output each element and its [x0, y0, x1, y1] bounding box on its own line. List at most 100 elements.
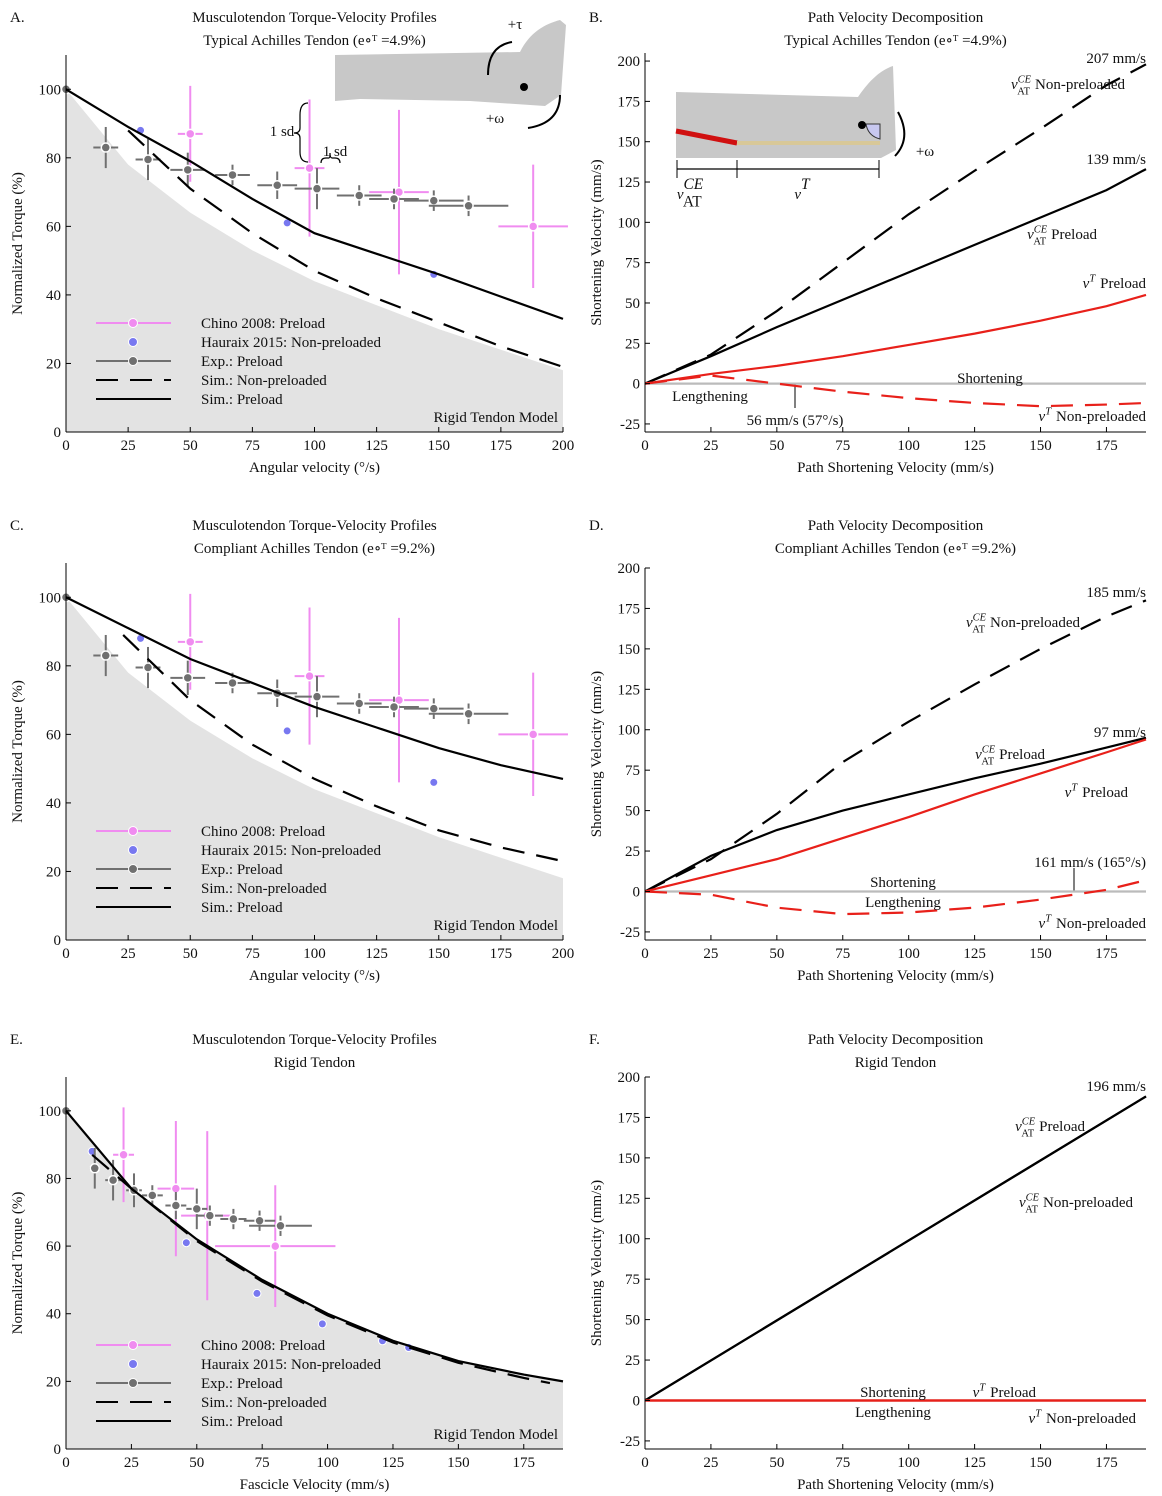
y-tick-label: 200 — [618, 1070, 641, 1086]
x-tick-label: 150 — [428, 438, 451, 454]
y-tick-label: 20 — [46, 356, 61, 372]
y-tick-label: 80 — [46, 1171, 61, 1187]
x-tick-label: 25 — [121, 438, 136, 454]
series-label: vT Non-preloaded — [1039, 406, 1147, 425]
symbol-base: v — [966, 615, 973, 631]
point — [282, 726, 292, 736]
x-tick-label: 125 — [382, 1455, 405, 1471]
y-tick-label: 75 — [625, 763, 640, 779]
chart-title: Path Velocity Decomposition — [808, 1032, 984, 1048]
y-tick-label: 50 — [625, 804, 640, 820]
series-label: vT Preload — [973, 1382, 1037, 1401]
point — [388, 701, 400, 713]
text-part: Lengthening — [672, 389, 748, 405]
x-tick-label: 175 — [490, 438, 513, 454]
annotation: Lengthening — [672, 389, 748, 405]
legend-marker — [128, 1340, 138, 1350]
panel-label: B. — [589, 10, 603, 26]
panel: A. Musculotendon Torque-Velocity Profiles… — [10, 10, 574, 476]
panel: D. Path Velocity Decomposition Compliant A… — [589, 518, 1147, 984]
symbol-sup: CE — [973, 612, 987, 623]
point — [463, 708, 474, 720]
annotation: +ω — [916, 144, 934, 160]
symbol-sup: T — [801, 176, 811, 193]
sd-brace — [320, 152, 341, 164]
y-tick-label: 80 — [46, 151, 61, 167]
series-label: vCE AT Non-preloaded — [1011, 74, 1126, 97]
x-tick-label: 25 — [124, 1455, 139, 1471]
legend-label: Sim.: Non-preloaded — [201, 1395, 327, 1411]
x-axis-label: Angular velocity (°/s) — [249, 968, 380, 984]
legend-label: Sim.: Preload — [201, 1414, 283, 1430]
annotation: +τ — [508, 17, 523, 33]
chart-title: Rigid Tendon — [855, 1055, 937, 1071]
line — [65, 1110, 564, 1383]
y-tick-label: 25 — [625, 1353, 640, 1369]
label-name: Non-preloaded — [1035, 77, 1125, 93]
y-tick-label: 25 — [625, 844, 640, 860]
line — [644, 736, 1147, 893]
legend-label: Hauraix 2015: Non-preloaded — [201, 843, 381, 859]
x-tick-label: 50 — [769, 1455, 784, 1471]
end-label: 97 mm/s — [1094, 725, 1146, 741]
annotation: Lengthening — [865, 895, 941, 911]
series-label: vT Preload — [1083, 273, 1147, 292]
x-tick-label: 0 — [62, 946, 70, 962]
legend-label: Exp.: Preload — [201, 862, 283, 878]
y-tick-label: 125 — [618, 1191, 641, 1207]
point — [100, 142, 112, 153]
x-tick-label: 25 — [703, 1455, 718, 1471]
y-tick-label: 60 — [46, 727, 61, 743]
x-axis-label: Path Shortening Velocity (mm/s) — [797, 968, 994, 984]
point — [270, 1240, 281, 1252]
x-tick-label: 150 — [447, 1455, 470, 1471]
legend-label: Chino 2008: Preload — [201, 316, 326, 332]
area — [66, 89, 563, 432]
point — [353, 190, 365, 201]
line — [644, 879, 1147, 916]
x-tick-label: 125 — [365, 946, 388, 962]
legend-marker — [128, 826, 138, 836]
legend-label: Sim.: Non-preloaded — [201, 881, 327, 897]
ankle-joint — [520, 83, 528, 91]
point — [118, 1149, 129, 1161]
line — [65, 88, 564, 320]
text-part: 1 sd — [323, 144, 348, 160]
end-label: 196 mm/s — [1086, 1079, 1146, 1095]
legend-marker — [128, 318, 138, 328]
point — [428, 195, 440, 206]
y-tick-label: 0 — [54, 933, 62, 949]
x-tick-label: 100 — [897, 1455, 920, 1471]
point — [142, 154, 154, 165]
y-tick-label: 75 — [625, 256, 640, 272]
omega-arrow — [527, 94, 561, 129]
series-label: vCE AT Non-preloaded — [1019, 1192, 1134, 1215]
label-name: Non-preloaded — [1056, 916, 1146, 932]
line — [644, 599, 1147, 893]
annotation: Lengthening — [855, 1405, 931, 1421]
panel: B. Path Velocity Decomposition Typical Ach… — [589, 10, 1147, 476]
symbol-base: v — [794, 187, 801, 203]
y-tick-label: 0 — [54, 1442, 62, 1458]
x-tick-label: 75 — [835, 1455, 850, 1471]
x-tick-label: 125 — [963, 1455, 986, 1471]
y-tick-label: -25 — [620, 417, 640, 433]
label-name: Non-preloaded — [1056, 409, 1146, 425]
text-part: +ω — [486, 111, 504, 127]
y-tick-label: 75 — [625, 1272, 640, 1288]
x-tick-label: 50 — [769, 946, 784, 962]
point — [228, 1213, 239, 1225]
panel: F. Path Velocity Decomposition Rigid Tendo… — [589, 1032, 1147, 1493]
legend-marker — [128, 864, 138, 874]
label-name: Preload — [1082, 785, 1128, 801]
y-axis-label: Shortening Velocity (mm/s) — [589, 159, 605, 325]
y-tick-label: 200 — [618, 561, 641, 577]
point — [227, 169, 238, 181]
label-name: Preload — [990, 1385, 1036, 1401]
x-tick-label: 200 — [552, 946, 575, 962]
inset-foot — [293, 20, 566, 164]
chart-title: Rigid Tendon — [274, 1055, 356, 1071]
symbol-base: v — [1019, 1195, 1026, 1211]
series-label: vT Non-preloaded — [1029, 1408, 1137, 1427]
